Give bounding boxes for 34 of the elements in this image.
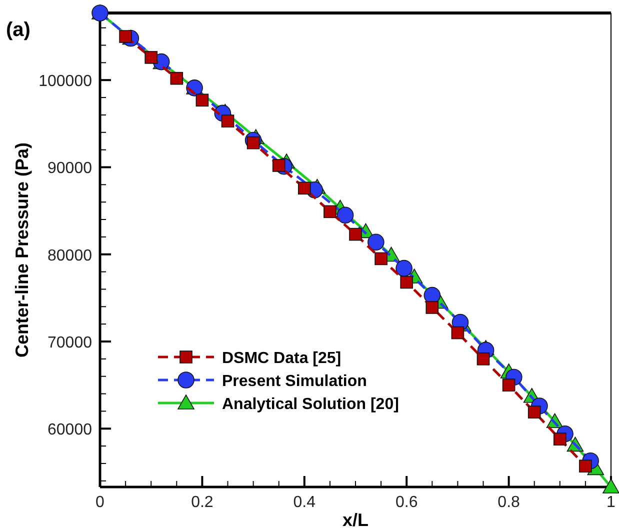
y-tick-label: 100000	[38, 73, 92, 90]
y-tick-label: 90000	[48, 160, 92, 178]
point	[374, 252, 388, 266]
point	[400, 276, 413, 289]
point	[368, 234, 384, 251]
point	[426, 301, 439, 314]
x-axis-title: x/L	[342, 510, 369, 530]
x-tick-label: 1	[606, 494, 616, 511]
point	[502, 378, 516, 392]
point	[196, 94, 209, 107]
point	[221, 114, 234, 128]
legend-label: Present Simulation	[222, 373, 367, 390]
text: (a)	[6, 19, 30, 41]
point	[170, 72, 184, 85]
point	[336, 206, 354, 224]
y-tick-label: 80000	[48, 247, 92, 264]
y-axis-title: Center-line Pressure (Pa)	[12, 142, 32, 358]
point	[144, 51, 158, 64]
legend-label: DSMC Data [25]	[222, 350, 342, 367]
y-tick-label: 60000	[48, 422, 92, 439]
legend-label: Analytical Solution [20]	[222, 396, 399, 413]
point	[476, 352, 490, 366]
y-tick-label: 70000	[48, 334, 92, 352]
point	[324, 205, 336, 218]
x-tick-label: 0.2	[191, 494, 214, 511]
x-tick-label: 0.8	[498, 494, 520, 511]
point	[396, 260, 412, 277]
x-tick-label: 0	[96, 494, 105, 511]
x-tick-label: 0.6	[395, 494, 418, 511]
point	[349, 228, 362, 241]
point	[602, 478, 619, 494]
point	[451, 326, 464, 340]
x-tick-label: 0.4	[293, 494, 316, 511]
point	[298, 182, 311, 195]
